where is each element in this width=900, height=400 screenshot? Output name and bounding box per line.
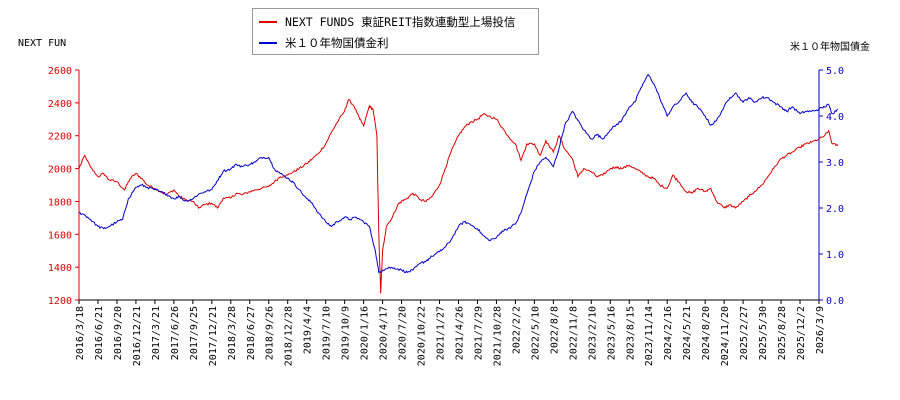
x-tick-label: 2019/4/4 — [303, 306, 314, 354]
right-axis-ticks: 0.0 1.0 2.0 3.0 4.0 5.0 — [819, 66, 844, 307]
x-tick-label: 2018/6/27 — [246, 306, 257, 360]
left-axis-title: NEXT FUN — [18, 38, 67, 49]
x-tick-label: 2018/3/28 — [227, 306, 238, 360]
left-tick-label: 2200 — [48, 132, 72, 143]
x-tick-label: 2020/10/22 — [417, 306, 428, 366]
x-tick-label: 2024/11/20 — [720, 306, 731, 366]
x-tick-label: 2021/10/28 — [492, 306, 503, 366]
x-tick-label: 2016/9/20 — [113, 306, 124, 360]
right-tick-label: 2.0 — [826, 204, 844, 215]
series-line-yield — [78, 73, 839, 274]
x-axis-ticks: 2016/3/18 2016/6/21 2016/9/20 2016/12/21 201… — [75, 300, 826, 366]
legend-swatch-blue — [259, 42, 277, 44]
right-tick-label: 0.0 — [826, 296, 844, 307]
legend-label-reit: NEXT FUNDS 東証REIT指数連動型上場投信 — [285, 15, 516, 29]
left-tick-label: 2000 — [48, 165, 72, 176]
left-tick-label: 2600 — [48, 66, 72, 77]
x-tick-label: 2020/7/20 — [398, 306, 409, 360]
left-tick-label: 1200 — [48, 296, 72, 307]
x-tick-label: 2020/4/17 — [379, 306, 390, 360]
x-tick-label: 2025/12/2 — [796, 306, 807, 360]
x-tick-label: 2021/7/29 — [473, 306, 484, 360]
x-tick-label: 2018/9/26 — [265, 306, 276, 360]
x-tick-label: 2023/8/15 — [625, 306, 636, 360]
series-line-reit — [78, 99, 839, 294]
legend-item-yield: 米１０年物国債金利 — [259, 33, 389, 53]
left-tick-label: 1600 — [48, 230, 72, 241]
x-tick-label: 2019/10/9 — [341, 306, 352, 360]
x-tick-label: 2025/2/27 — [739, 306, 750, 360]
left-axis-ticks: 1200 1400 1600 1800 2000 2200 2400 2600 — [48, 66, 79, 307]
x-tick-label: 2022/2/2 — [511, 306, 522, 354]
x-tick-label: 2019/7/10 — [322, 306, 333, 360]
left-tick-label: 1800 — [48, 197, 72, 208]
x-tick-label: 2016/3/18 — [75, 306, 86, 360]
x-tick-label: 2017/12/21 — [208, 306, 219, 366]
series-layer — [78, 73, 839, 294]
x-tick-label: 2017/9/25 — [189, 306, 200, 360]
x-tick-label: 2017/3/21 — [151, 306, 162, 360]
right-tick-label: 3.0 — [826, 158, 844, 169]
right-tick-label: 4.0 — [826, 112, 844, 123]
right-axis-title: 米１０年物国債金 — [790, 42, 870, 53]
legend: NEXT FUNDS 東証REIT指数連動型上場投信 米１０年物国債金利 — [252, 8, 539, 55]
x-tick-label: 2016/12/21 — [132, 306, 143, 366]
x-tick-label: 2017/6/26 — [170, 306, 181, 360]
legend-label-yield: 米１０年物国債金利 — [285, 36, 389, 50]
x-tick-label: 2022/11/8 — [568, 306, 579, 360]
x-tick-label: 2026/3/9 — [815, 306, 826, 354]
x-tick-label: 2018/12/28 — [284, 306, 295, 366]
x-tick-label: 2025/8/28 — [777, 306, 788, 360]
x-tick-label: 2022/8/8 — [549, 306, 560, 354]
left-tick-label: 1400 — [48, 263, 72, 274]
x-tick-label: 2021/1/27 — [436, 306, 447, 360]
left-tick-label: 2400 — [48, 99, 72, 110]
legend-item-reit: NEXT FUNDS 東証REIT指数連動型上場投信 — [259, 12, 515, 32]
x-tick-label: 2024/5/21 — [682, 306, 693, 360]
x-tick-label: 2023/2/10 — [587, 306, 598, 360]
x-tick-label: 2023/11/14 — [644, 306, 655, 366]
x-tick-label: 2021/4/26 — [454, 306, 465, 360]
x-tick-label: 2024/2/16 — [663, 306, 674, 360]
x-tick-label: 2024/8/20 — [701, 306, 712, 360]
x-tick-label: 2023/5/16 — [606, 306, 617, 360]
legend-swatch-red — [259, 21, 277, 23]
right-tick-label: 5.0 — [826, 66, 844, 77]
x-tick-label: 2020/1/16 — [360, 306, 371, 360]
x-tick-label: 2025/5/30 — [758, 306, 769, 360]
x-tick-label: 2022/5/10 — [530, 306, 541, 360]
right-tick-label: 1.0 — [826, 250, 844, 261]
x-tick-label: 2016/6/21 — [94, 306, 105, 360]
plot-area — [78, 70, 820, 301]
